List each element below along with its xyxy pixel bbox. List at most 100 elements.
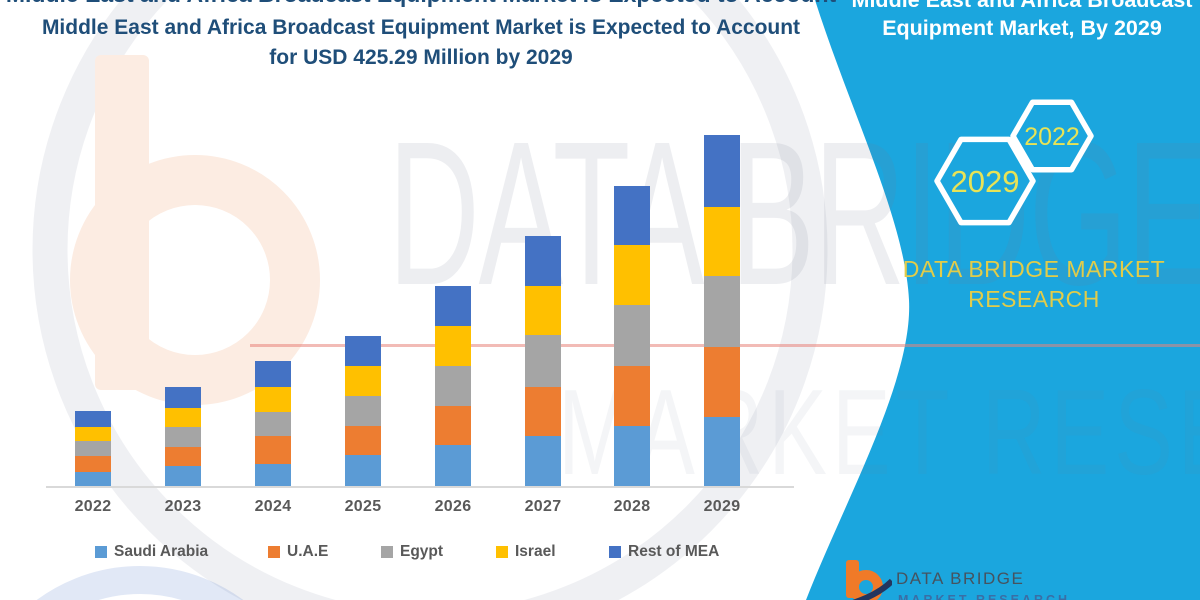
side-panel-brand: DATA BRIDGE MARKET RESEARCH <box>868 254 1200 314</box>
x-axis-label-2024: 2024 <box>254 498 292 515</box>
segment-rest-of-mea-2026 <box>435 286 471 326</box>
hexagon-2029 <box>934 136 1036 226</box>
segment-rest-of-mea-2024 <box>255 361 291 387</box>
legend-swatch-icon <box>381 546 393 558</box>
bar-2028 <box>614 185 650 486</box>
segment-saudi-arabia-2022 <box>75 471 111 486</box>
segment-saudi-arabia-2029 <box>704 416 740 486</box>
segment-saudi-arabia-2028 <box>614 425 650 486</box>
segment-israel-2027 <box>525 286 561 335</box>
clipped-top-text: Middle East and Africa Broadcast Equipme… <box>0 0 842 8</box>
side-panel-background <box>806 0 1200 600</box>
x-axis-label-2023: 2023 <box>164 498 202 515</box>
x-axis-line <box>46 486 794 488</box>
segment-rest-of-mea-2022 <box>75 410 111 427</box>
segment-saudi-arabia-2024 <box>255 463 291 486</box>
segment-u-a-e-2023 <box>165 447 201 467</box>
footer-brand-name: DATA BRIDGE <box>896 569 1025 588</box>
segment-rest-of-mea-2029 <box>704 135 740 207</box>
bar-2026 <box>435 286 471 486</box>
swoosh-circle-gray <box>32 0 828 600</box>
segment-israel-2025 <box>345 366 381 397</box>
side-panel-heading-line1: Middle East and Africa Broadcast <box>851 0 1193 12</box>
legend-swatch-icon <box>268 546 280 558</box>
segment-u-a-e-2027 <box>525 386 561 436</box>
bar-2029 <box>704 135 740 486</box>
segment-rest-of-mea-2025 <box>345 335 381 367</box>
segment-israel-2028 <box>614 245 650 306</box>
legend-item-u-a-e: U.A.E <box>268 543 328 561</box>
footer-logo: DATA BRIDGE MARKET RESEARCH <box>838 557 1168 600</box>
segment-u-a-e-2026 <box>435 405 471 445</box>
legend-item-saudi-arabia: Saudi Arabia <box>95 543 208 561</box>
hexagon-2022-label: 2022 <box>1024 123 1080 151</box>
watermark-b-bowl <box>70 155 320 405</box>
segment-egypt-2027 <box>525 335 561 387</box>
segment-egypt-2028 <box>614 305 650 366</box>
segment-israel-2023 <box>165 407 201 428</box>
chart-title: Middle East and Africa Broadcast Equipme… <box>0 13 842 73</box>
bar-2027 <box>525 236 561 486</box>
segment-u-a-e-2022 <box>75 456 111 472</box>
bar-2023 <box>165 387 201 486</box>
side-panel-brand-line1: DATA BRIDGE MARKET <box>902 256 1166 282</box>
legend-item-rest-of-mea: Rest of MEA <box>609 543 719 561</box>
legend-label: Rest of MEA <box>628 543 720 560</box>
segment-israel-2029 <box>704 206 740 277</box>
data-bridge-logo-icon <box>846 560 895 600</box>
side-panel-heading: Middle East and Africa Broadcast Equipme… <box>848 0 1196 42</box>
segment-saudi-arabia-2026 <box>435 444 471 486</box>
segment-u-a-e-2024 <box>255 436 291 464</box>
legend-swatch-icon <box>496 546 508 558</box>
segment-israel-2022 <box>75 426 111 441</box>
side-panel-heading-line2: Equipment Market, By 2029 <box>882 16 1162 40</box>
legend-item-egypt: Egypt <box>381 543 443 561</box>
x-axis-label-2029: 2029 <box>703 498 741 515</box>
segment-egypt-2029 <box>704 276 740 347</box>
segment-rest-of-mea-2027 <box>525 236 561 287</box>
segment-saudi-arabia-2025 <box>345 455 381 486</box>
x-axis-label-2025: 2025 <box>344 498 382 515</box>
segment-egypt-2022 <box>75 440 111 457</box>
swoosh-circle-blue <box>36 566 244 600</box>
segment-u-a-e-2025 <box>345 425 381 456</box>
segment-saudi-arabia-2027 <box>525 435 561 486</box>
legend-item-israel: Israel <box>496 543 556 561</box>
segment-egypt-2026 <box>435 366 471 406</box>
segment-u-a-e-2028 <box>614 365 650 426</box>
x-axis-label-2028: 2028 <box>613 498 651 515</box>
segment-israel-2024 <box>255 386 291 412</box>
side-panel-brand-line2: RESEARCH <box>968 286 1100 312</box>
legend-label: U.A.E <box>287 543 329 560</box>
segment-egypt-2025 <box>345 396 381 426</box>
bar-2022 <box>75 410 111 486</box>
chart-title-line2: for USD 425.29 Million by 2029 <box>269 46 573 69</box>
segment-rest-of-mea-2028 <box>614 185 650 246</box>
legend-label: Saudi Arabia <box>114 543 209 560</box>
hexagon-2029-label: 2029 <box>951 164 1020 199</box>
hexagon-2022 <box>1010 99 1094 173</box>
chart-title-line1: Middle East and Africa Broadcast Equipme… <box>41 16 801 39</box>
segment-israel-2026 <box>435 325 471 367</box>
x-axis-label-2027: 2027 <box>524 498 562 515</box>
segment-saudi-arabia-2023 <box>165 466 201 486</box>
x-axis-label-2026: 2026 <box>434 498 472 515</box>
segment-rest-of-mea-2023 <box>165 387 201 408</box>
legend-swatch-icon <box>95 546 107 558</box>
legend-label: Israel <box>515 543 556 560</box>
legend-swatch-icon <box>609 546 621 558</box>
segment-egypt-2024 <box>255 411 291 437</box>
bar-2024 <box>255 361 291 486</box>
x-axis-label-2022: 2022 <box>74 498 112 515</box>
logo-swoosh <box>852 578 895 600</box>
segment-egypt-2023 <box>165 427 201 448</box>
bar-2025 <box>345 335 381 486</box>
legend-label: Egypt <box>400 543 444 560</box>
segment-u-a-e-2029 <box>704 346 740 417</box>
footer-brand-subtitle: MARKET RESEARCH <box>898 593 1071 600</box>
